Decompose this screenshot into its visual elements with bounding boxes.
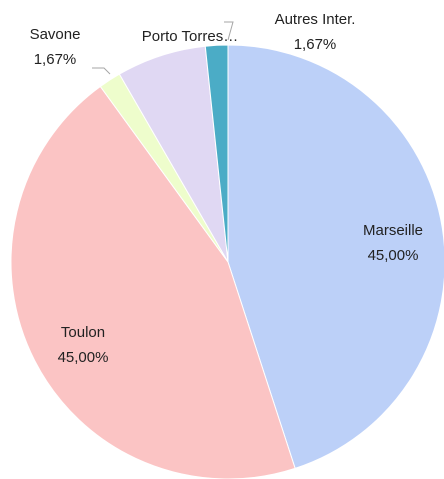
- value-label: 1,67%: [34, 51, 77, 68]
- leader-line: [92, 67, 111, 75]
- value-label: 45,00%: [58, 349, 109, 366]
- pie-slice: [227, 44, 444, 469]
- pie-slice: [204, 44, 229, 263]
- value-label: 1,67%: [294, 36, 337, 53]
- category-label: Marseille: [363, 222, 423, 239]
- category-label: Autres Inter.: [275, 11, 356, 28]
- leader-line: [224, 21, 234, 41]
- category-label: Porto Torres…: [142, 28, 238, 45]
- category-label: Toulon: [61, 324, 105, 341]
- value-label: 45,00%: [368, 247, 419, 264]
- pie-slice: [10, 85, 296, 479]
- leader-lines: [92, 21, 234, 75]
- category-label: Savone: [30, 26, 81, 43]
